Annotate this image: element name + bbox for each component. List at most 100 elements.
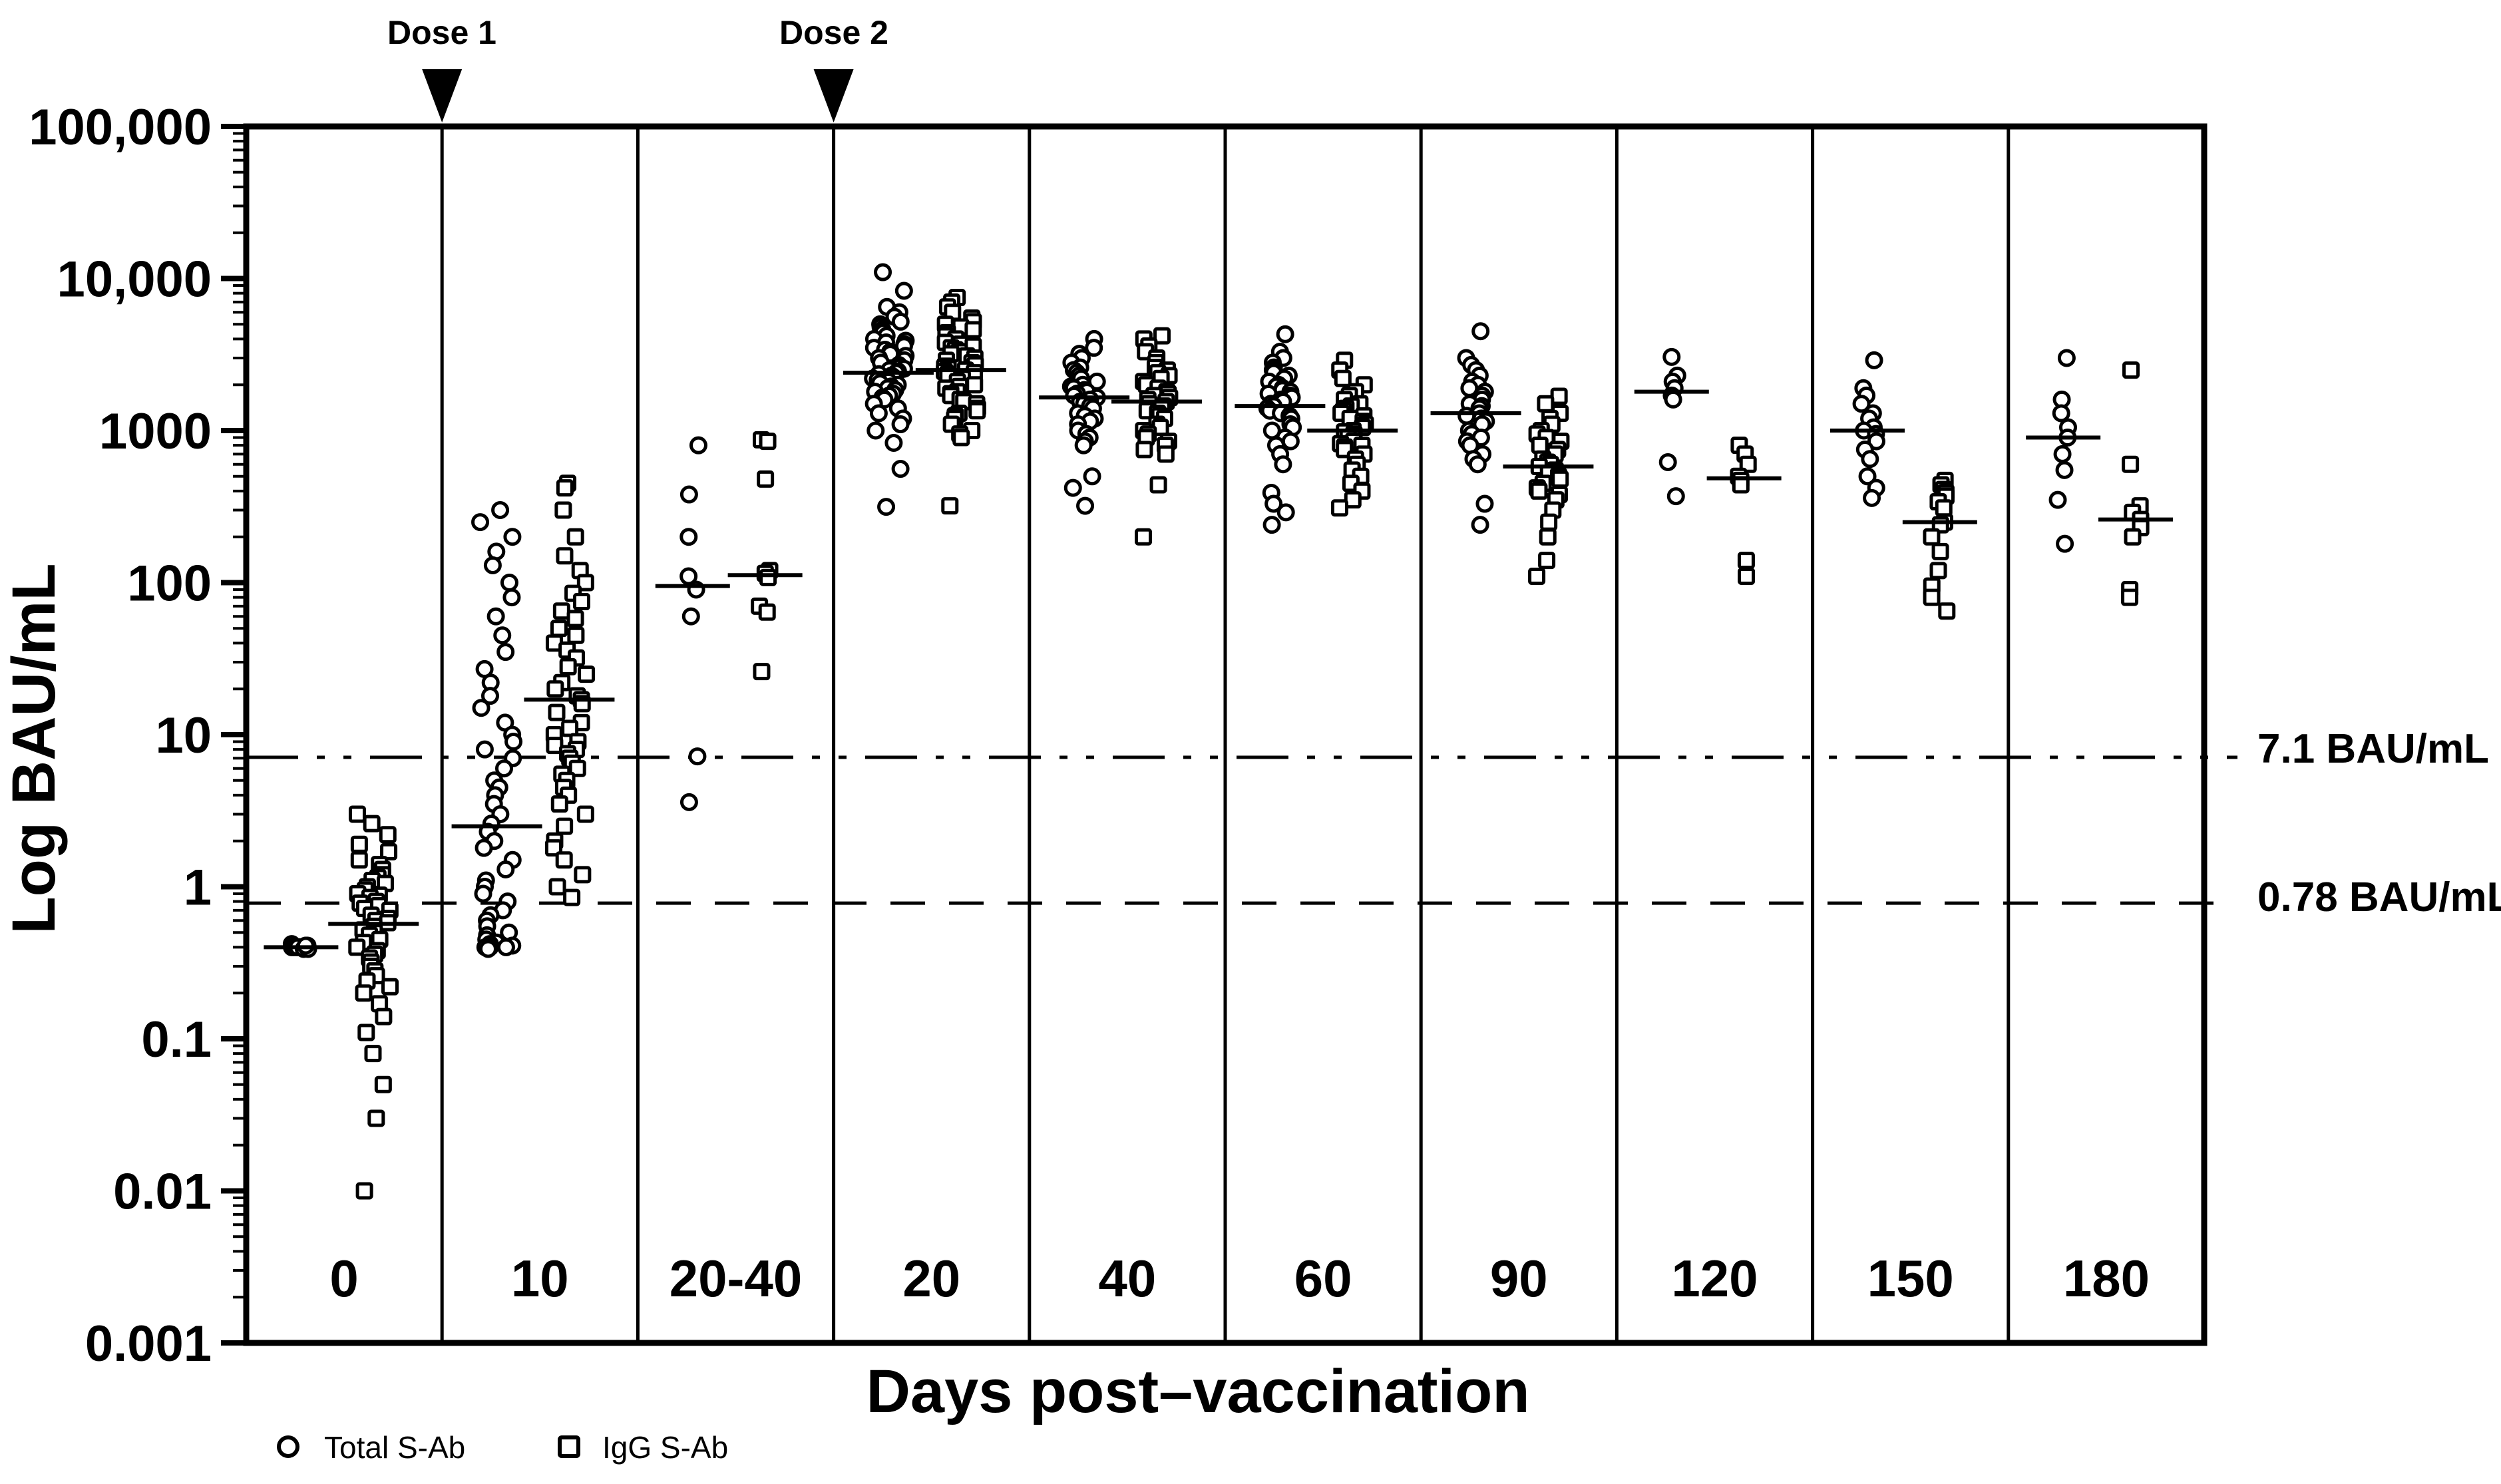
data-point-igg-sab [552,602,570,620]
data-point-total-sab [681,607,700,626]
panel-label: 60 [1294,1249,1352,1308]
panel-label: 180 [2063,1249,2150,1308]
data-point-total-sab [679,793,698,811]
data-point-total-sab [679,567,698,586]
data-point-igg-sab [576,574,594,592]
data-point-total-sab [874,263,892,281]
data-point-igg-sab [578,665,596,683]
data-point-total-sab [679,528,698,546]
data-point-total-sab [891,312,910,331]
data-point-igg-sab [1929,562,1947,580]
data-point-total-sab [1264,494,1283,513]
data-point-igg-sab [759,568,777,586]
data-point-igg-sab [559,657,577,675]
data-point-total-sab [1858,467,1877,486]
data-point-igg-sab [964,321,982,339]
data-point-total-sab [483,556,502,574]
data-point-total-sab [496,938,515,956]
y-tick-label: 1 [184,860,212,916]
data-point-total-sab [1861,450,1879,468]
data-point-igg-sab [381,978,399,996]
y-tick-label: 1000 [99,403,212,460]
data-point-total-sab [475,838,493,857]
panel-label: 90 [1490,1249,1548,1308]
data-point-igg-sab [758,603,776,621]
y-axis-title: Log BAU/mL [0,563,68,934]
data-point-igg-sab [1540,513,1558,531]
data-point-igg-sab [545,839,563,857]
data-point-igg-sab [1551,470,1569,488]
data-point-igg-sab [1330,499,1348,517]
data-point-igg-sab [1531,437,1549,455]
data-point-total-sab [894,281,913,300]
data-point-total-sab [474,884,492,903]
legend: Total S-Ab IgG S-Ab [277,1430,728,1465]
data-point-igg-sab [2124,528,2142,546]
data-point-total-sab [1865,351,1883,369]
data-point-igg-sab [548,703,566,721]
data-point-igg-sab [363,815,381,833]
data-point-igg-sab [555,851,573,869]
legend-circle-marker [277,1435,299,1458]
data-point-total-sab [1852,395,1871,413]
data-point-total-sab [1471,516,1489,534]
data-point-igg-sab [350,835,368,853]
data-point-igg-sab [1538,552,1556,570]
data-point-igg-sab [566,610,584,628]
data-point-igg-sab [546,680,564,698]
data-point-total-sab [502,588,521,607]
data-point-total-sab [1074,436,1093,455]
data-point-total-sab [1867,432,1885,451]
data-point-total-sab [1457,407,1476,425]
data-point-igg-sab [1153,327,1171,345]
data-point-igg-sab [1135,441,1153,459]
legend-label-igg-sab: IgG S-Ab [602,1430,728,1465]
data-point-total-sab [2052,404,2070,423]
data-point-igg-sab [380,842,398,860]
data-point-total-sab [891,460,910,478]
data-point-total-sab [1262,516,1281,534]
data-point-total-sab [493,626,512,645]
data-point-igg-sab [1530,482,1548,500]
data-point-total-sab [1468,455,1487,474]
data-point-igg-sab [348,805,366,823]
legend-square-marker [558,1435,580,1458]
data-point-total-sab [500,574,518,592]
data-point-total-sab [1658,453,1677,471]
data-point-igg-sab [374,1075,392,1093]
data-point-igg-sab [554,501,572,519]
dose-triangle-icon [813,69,854,122]
data-point-igg-sab [1528,568,1546,586]
data-point-total-sab [491,500,510,519]
data-point-igg-sab [1935,499,1953,517]
data-point-total-sab [2048,490,2067,509]
data-point-igg-sab [548,878,566,896]
data-point-igg-sab [355,984,373,1002]
data-point-igg-sab [566,528,584,546]
data-point-total-sab [1274,455,1292,474]
data-point-total-sab [1085,339,1103,357]
data-point-total-sab [1664,390,1682,409]
data-point-total-sab [495,759,513,778]
panel-label: 20-40 [670,1249,803,1308]
panel-label: 120 [1671,1249,1758,1308]
y-tick-label: 0.01 [113,1164,212,1220]
data-point-total-sab [2056,534,2074,553]
data-point-igg-sab [355,1182,373,1200]
data-point-total-sab [1063,478,1082,497]
data-point-total-sab [1863,488,1881,507]
data-point-total-sab [1475,494,1494,513]
dose2-label: Dose 2 [779,14,888,51]
y-tick-label: 0.1 [141,1012,212,1068]
y-tick-label: 100,000 [29,99,212,156]
data-point-igg-sab [968,402,986,420]
y-tick-label: 100 [127,556,212,612]
data-point-total-sab [688,747,707,766]
data-point-igg-sab [572,593,590,611]
ref-line-0-78-label: 0.78 BAU/mL [2257,874,2501,920]
data-point-igg-sab [1738,568,1756,586]
data-point-igg-sab [556,547,574,565]
dose-triangle-icon [422,69,463,122]
data-point-total-sab [2057,349,2076,367]
